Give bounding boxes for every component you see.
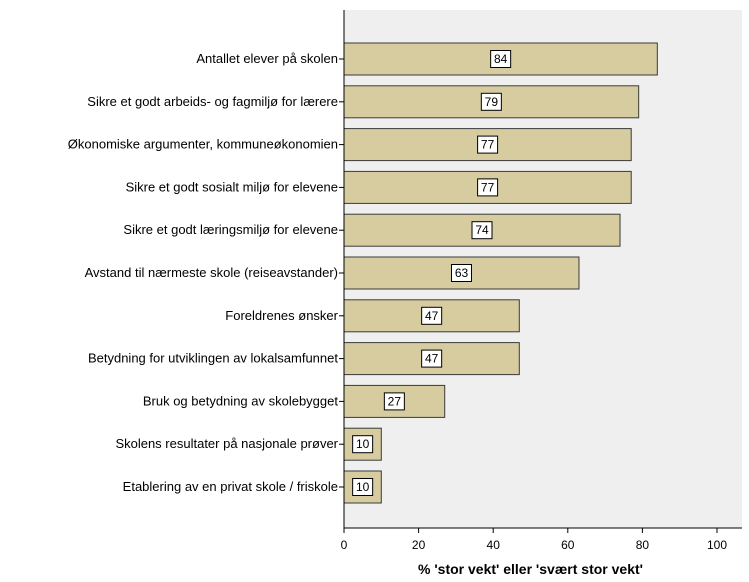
category-label: Sikre et godt arbeids- og fagmiljø for l… xyxy=(87,94,338,109)
category-label: Økonomiske argumenter, kommuneøkonomien xyxy=(68,137,338,152)
data-label-box xyxy=(352,435,374,454)
data-label: 47 xyxy=(425,352,439,366)
data-label: 47 xyxy=(425,309,439,323)
data-label-box xyxy=(421,306,443,325)
bar xyxy=(343,427,382,461)
x-axis-title: % 'stor vekt' eller 'svært stor vekt' xyxy=(418,561,643,577)
data-label-box xyxy=(477,178,499,197)
data-label-box xyxy=(471,221,493,240)
category-label: Sikre et godt læringsmiljø for elevene xyxy=(123,222,338,237)
category-label: Foreldrenes ønsker xyxy=(225,308,338,323)
x-tick-label: 20 xyxy=(412,538,426,552)
data-label: 74 xyxy=(475,223,489,237)
data-label-box xyxy=(480,92,502,111)
x-tick-label: 80 xyxy=(636,538,650,552)
data-label: 27 xyxy=(388,394,402,408)
bar xyxy=(343,342,520,376)
category-label: Skolens resultater på nasjonale prøver xyxy=(115,436,338,451)
x-tick-label: 0 xyxy=(341,538,348,552)
x-tick-label: 100 xyxy=(707,538,727,552)
category-label: Avstand til nærmeste skole (reiseavstand… xyxy=(85,265,338,280)
data-label-box xyxy=(450,264,472,282)
data-label: 79 xyxy=(485,95,499,109)
category-label: Antallet elever på skolen xyxy=(196,51,338,66)
data-label: 84 xyxy=(494,52,508,66)
x-axis: 0 20 40 60 80 100 xyxy=(341,527,742,552)
data-label: 10 xyxy=(356,480,370,494)
data-label-box xyxy=(383,392,405,411)
data-label-box xyxy=(477,135,499,154)
y-axis: Antallet elever på skolen Sikre et godt a… xyxy=(68,10,345,528)
x-tick-label: 40 xyxy=(487,538,501,552)
data-label-box xyxy=(352,478,374,496)
bars-group: 84 79 77 77 74 63 47 47 27 10 10 xyxy=(343,42,658,504)
data-label: 10 xyxy=(356,437,370,451)
x-tick-label: 60 xyxy=(561,538,575,552)
data-label: 63 xyxy=(455,266,469,280)
category-label: Etablering av en privat skole / friskole xyxy=(123,479,338,494)
category-label: Betydning for utviklingen av lokalsamfun… xyxy=(88,351,338,366)
category-label: Sikre et godt sosialt miljø for elevene xyxy=(126,179,338,194)
data-label-box xyxy=(490,50,512,68)
category-label: Bruk og betydning av skolebygget xyxy=(143,393,339,408)
data-label: 77 xyxy=(481,138,495,152)
data-label-box xyxy=(421,349,443,368)
data-label: 77 xyxy=(481,180,495,194)
